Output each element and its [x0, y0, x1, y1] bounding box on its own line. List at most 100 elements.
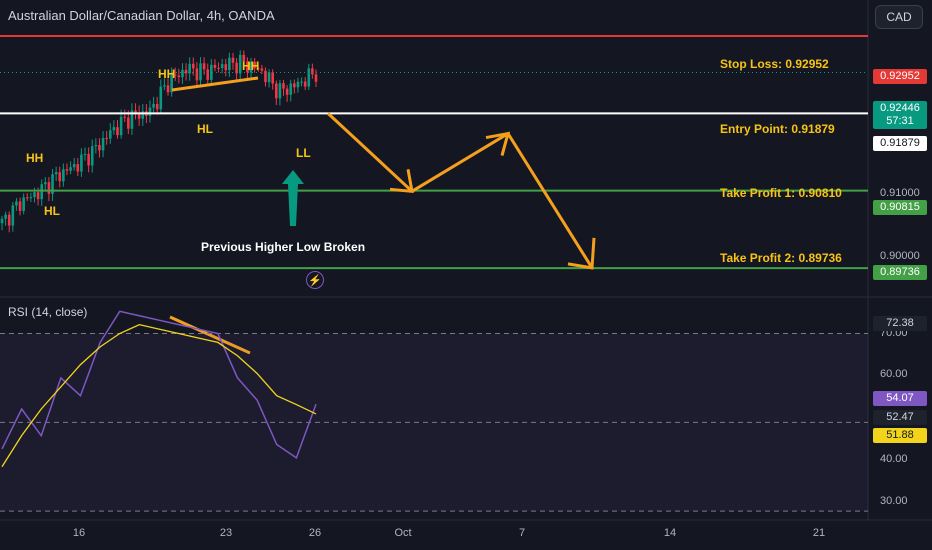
- date-tick-oct: Oct: [394, 527, 412, 539]
- candle-body: [274, 83, 278, 99]
- rsi-tick-60: 60.00: [880, 368, 908, 380]
- candle-body: [112, 127, 116, 131]
- candle-body: [51, 174, 54, 194]
- symbol-title[interactable]: Australian Dollar/Canadian Dollar, 4h, O…: [8, 8, 275, 23]
- price-candles: [0, 50, 318, 233]
- candle-body: [231, 57, 235, 63]
- rsi-pane: [0, 310, 868, 512]
- candle-body: [217, 67, 220, 69]
- candle-body: [177, 75, 181, 78]
- candle-body: [181, 69, 184, 78]
- entry-tag: 0.91879: [873, 136, 927, 151]
- candle-body: [62, 169, 65, 182]
- candle-body: [195, 68, 199, 81]
- candle-body: [98, 145, 101, 151]
- candle-body: [123, 116, 127, 118]
- rsi-tick-40: 40.00: [880, 453, 908, 465]
- candle-body: [87, 153, 90, 166]
- candle-body: [199, 63, 202, 81]
- candle-body: [256, 68, 260, 70]
- stop-loss-tag: 0.92952: [873, 69, 927, 84]
- rsi-divergence-line: [169, 315, 251, 355]
- candle-body: [296, 81, 300, 88]
- drawings: [169, 76, 596, 355]
- rsi-value-tag: 54.07: [873, 391, 927, 406]
- date-tick-16: 16: [72, 527, 86, 539]
- candle-body: [173, 74, 177, 76]
- projection-segment: [411, 132, 509, 193]
- level-lines: [0, 34, 868, 270]
- hh-trendline: [171, 76, 259, 92]
- candle-body: [202, 63, 206, 70]
- price-tick-0.90: 0.90000: [880, 250, 920, 262]
- candle-body: [166, 85, 170, 93]
- candle-body: [170, 74, 173, 93]
- candle-body: [155, 104, 159, 110]
- take-profit-2-tag: 0.89736: [873, 265, 927, 280]
- candle-body: [206, 69, 210, 80]
- candle-body: [25, 197, 29, 199]
- broken-note: Previous Higher Low Broken: [201, 240, 366, 254]
- rsi-upper-tag: 72.38: [873, 316, 927, 331]
- candle-body: [72, 164, 76, 168]
- rsi-line: [1, 310, 317, 460]
- candle-body: [40, 184, 44, 200]
- candle-body: [220, 64, 224, 69]
- candle-body: [228, 57, 231, 71]
- candle-body: [90, 146, 94, 166]
- date-tick-21: 21: [812, 527, 826, 539]
- candle-body: [141, 111, 145, 119]
- current-price-tag: 0.92446 57:31: [873, 101, 927, 129]
- candle-body: [36, 192, 40, 200]
- candle-body: [163, 85, 166, 87]
- candle-countdown: 57:31: [886, 115, 914, 127]
- candle-body: [293, 83, 296, 88]
- current-price-value: 0.92446: [880, 102, 920, 114]
- candle-body: [148, 107, 152, 116]
- candle-body: [108, 130, 112, 139]
- candle-body: [127, 117, 130, 129]
- arrowhead-1: [389, 169, 414, 193]
- arrowhead-2: [485, 131, 511, 156]
- currency-button[interactable]: CAD: [875, 5, 923, 29]
- hh-label-2: HH: [242, 59, 260, 73]
- candle-body: [260, 68, 264, 71]
- candle-body: [271, 72, 274, 84]
- candle-body: [47, 182, 51, 194]
- projection-segment: [326, 112, 414, 193]
- candle-body: [303, 81, 307, 87]
- candle-body: [83, 153, 87, 155]
- candle-body: [300, 81, 303, 83]
- hh-label-3: HH: [26, 151, 44, 165]
- candle-body: [289, 83, 293, 95]
- rsi-middle-tag: 52.47: [873, 410, 927, 425]
- lightning-icon[interactable]: ⚡: [306, 271, 324, 289]
- candle-body: [264, 70, 267, 83]
- candle-body: [249, 61, 253, 73]
- candle-body: [29, 197, 33, 199]
- hl-label-1: HL: [197, 122, 213, 136]
- hl-label-2: HL: [44, 204, 60, 218]
- candle-body: [307, 68, 311, 87]
- candle-body: [224, 64, 228, 71]
- projection-segment: [506, 132, 594, 269]
- candle-body: [69, 167, 72, 171]
- candle-body: [80, 154, 83, 172]
- candle-body: [134, 110, 137, 113]
- rsi-title[interactable]: RSI (14, close): [8, 305, 88, 319]
- candle-body: [54, 172, 58, 175]
- up-arrow-icon: [282, 170, 304, 226]
- candle-body: [119, 116, 123, 136]
- candle-body: [105, 137, 108, 139]
- rsi-ma-tag: 51.88: [873, 428, 927, 443]
- candle-body: [253, 61, 256, 69]
- take-profit-1-label: Take Profit 1: 0.90810: [720, 186, 842, 200]
- candle-body: [238, 54, 242, 74]
- candle-body: [285, 88, 289, 95]
- date-tick-7: 7: [518, 527, 526, 539]
- candle-body: [44, 182, 47, 185]
- candle-body: [242, 54, 246, 62]
- ll-label: LL: [296, 146, 311, 160]
- candle-body: [130, 110, 134, 129]
